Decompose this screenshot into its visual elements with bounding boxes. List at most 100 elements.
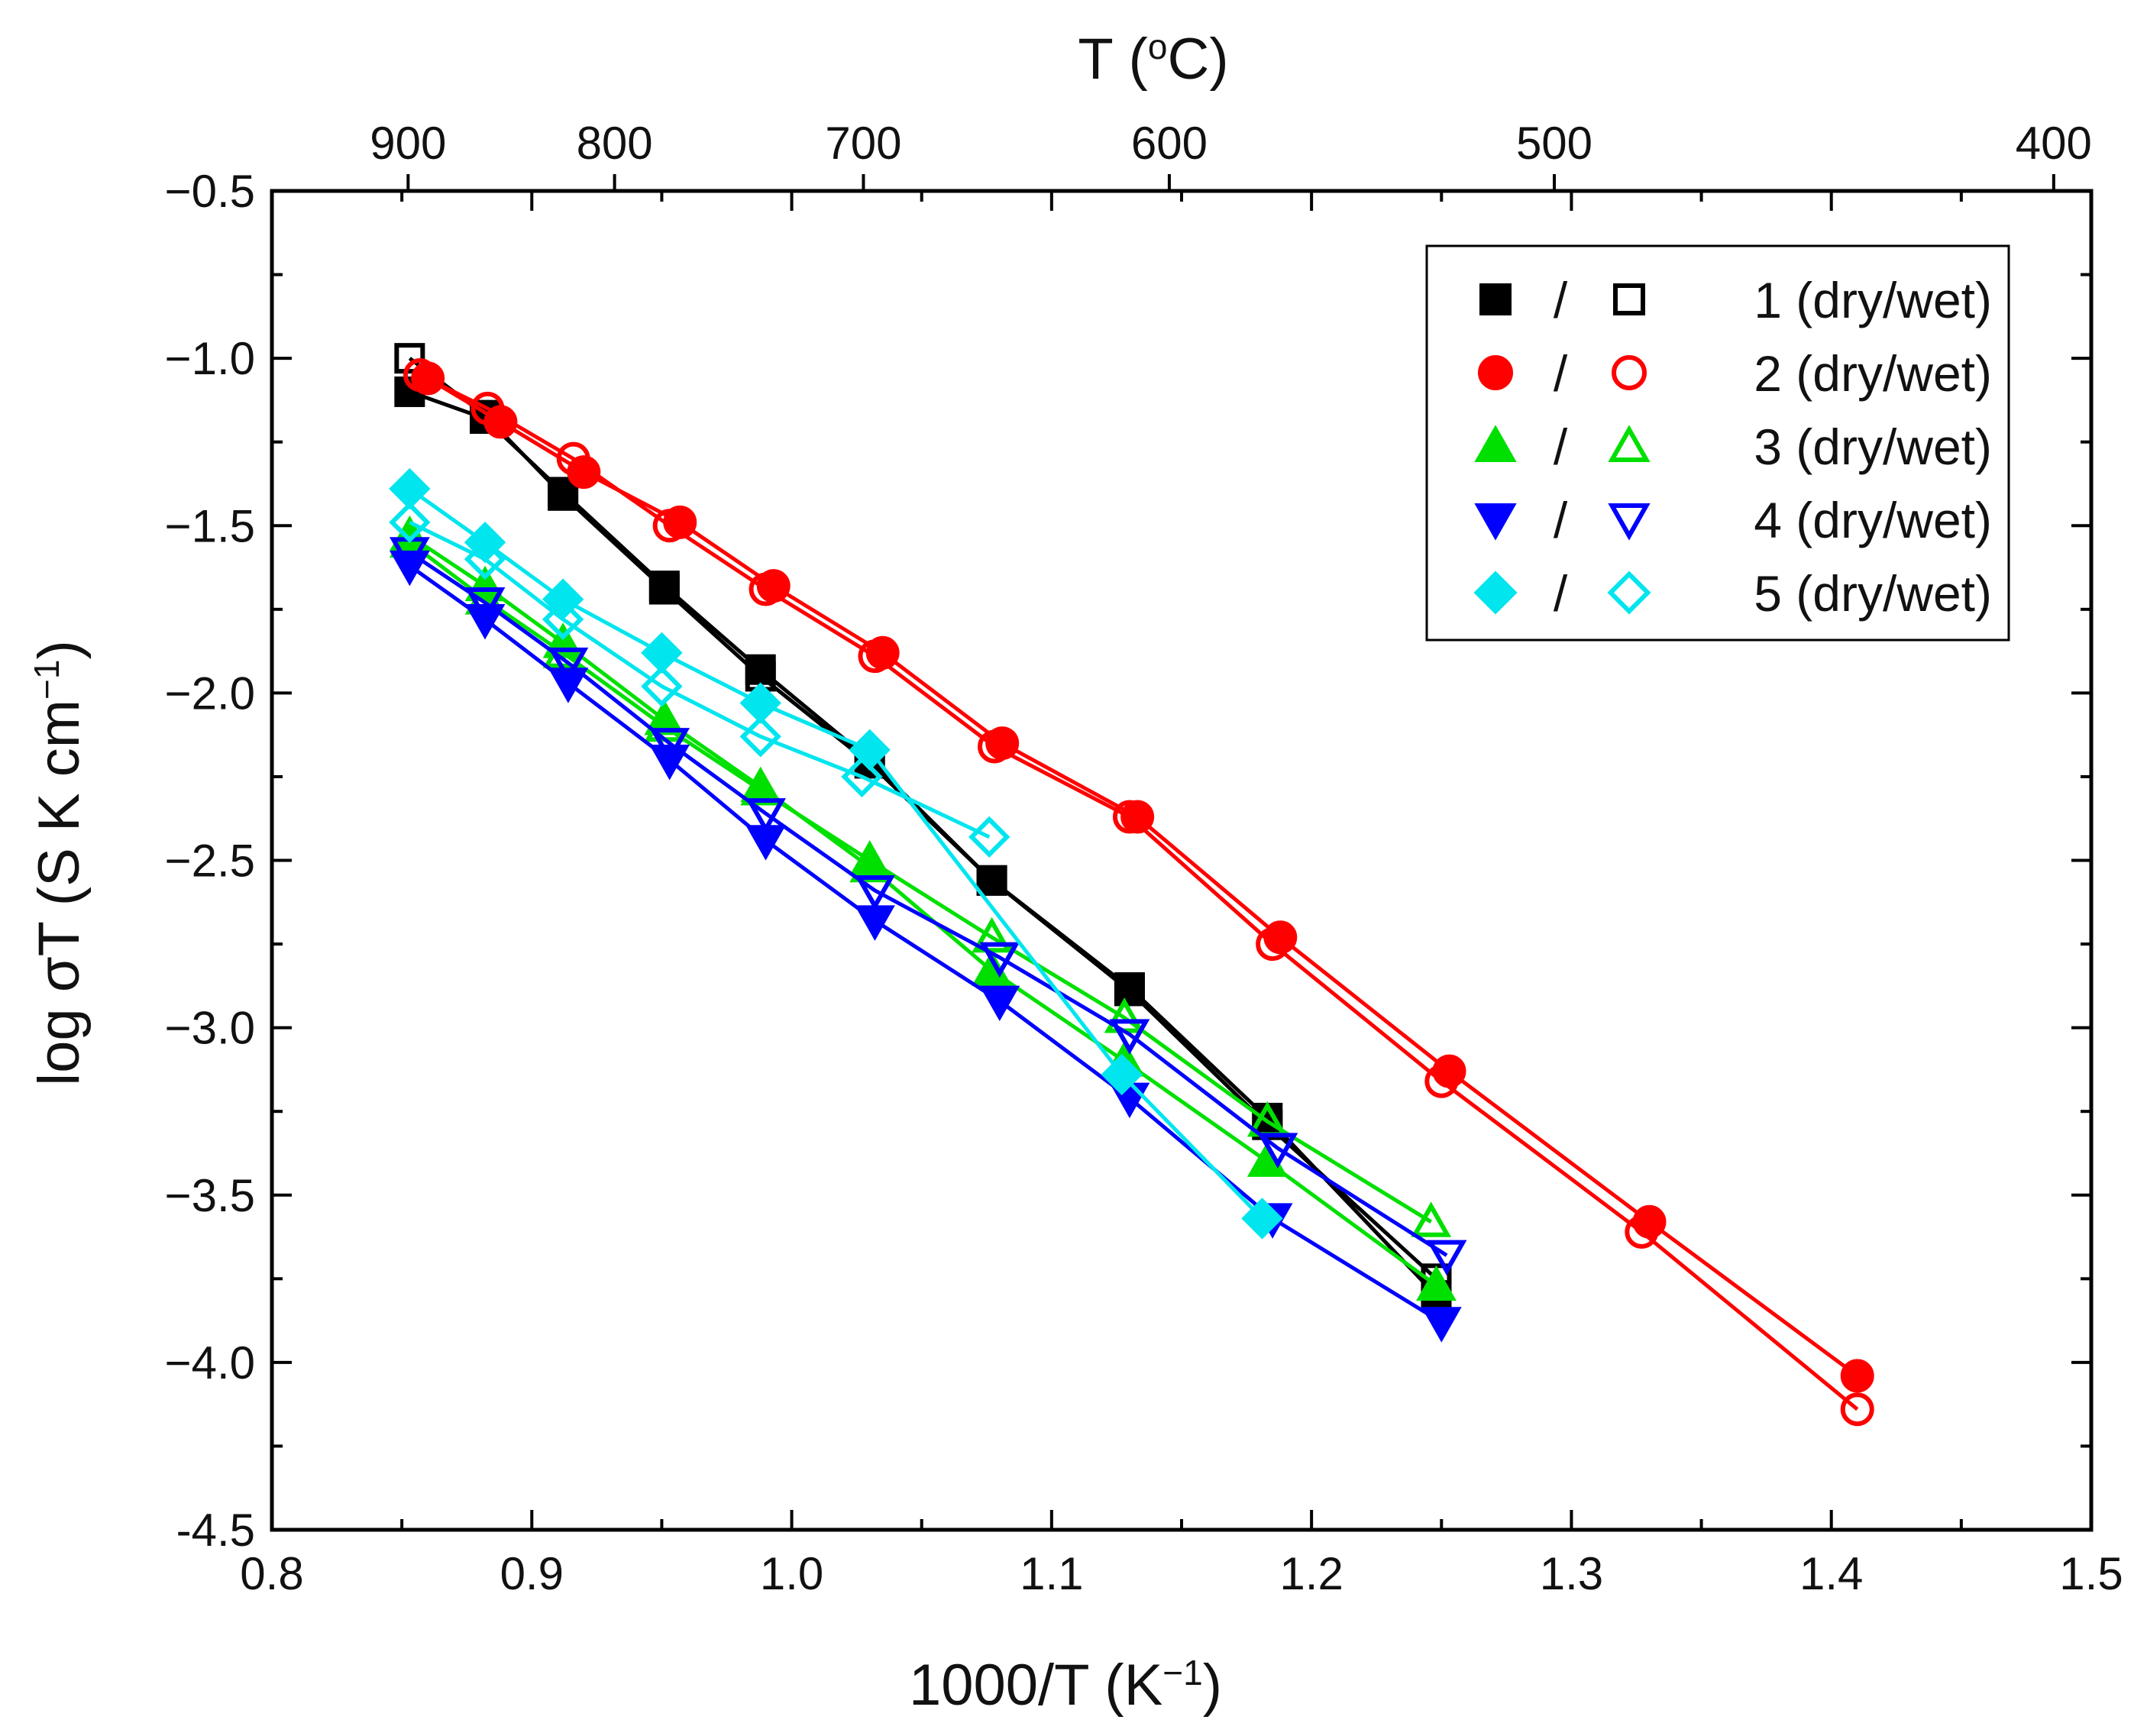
legend-separator: / bbox=[1554, 419, 1568, 475]
legend-item: / 5 (dry/wet) bbox=[1473, 565, 1992, 622]
legend-marker-wet bbox=[1607, 571, 1651, 615]
legend-separator: / bbox=[1554, 272, 1568, 328]
series-4-wet bbox=[389, 537, 1467, 1276]
legend-marker-dry bbox=[1479, 283, 1512, 315]
legend-separator: / bbox=[1554, 565, 1568, 622]
data-point bbox=[855, 874, 895, 911]
series-line bbox=[408, 551, 1448, 1257]
series-line bbox=[408, 357, 1438, 1281]
top-tick-label: 900 bbox=[370, 118, 446, 169]
x-tick-label: 1.5 bbox=[2059, 1548, 2123, 1599]
data-point bbox=[403, 358, 437, 393]
data-point bbox=[1256, 927, 1290, 962]
data-point bbox=[394, 343, 425, 374]
x-axis-title-sup: −1 bbox=[1162, 1653, 1202, 1692]
y-axis-title-main: log σT (S K cm bbox=[27, 700, 92, 1086]
legend-label: 5 (dry/wet) bbox=[1754, 565, 1992, 622]
data-point bbox=[1263, 920, 1298, 955]
data-point bbox=[749, 572, 783, 606]
data-point bbox=[649, 728, 690, 764]
legend-marker-wet bbox=[1613, 283, 1645, 315]
data-point bbox=[1416, 1265, 1457, 1301]
legend-marker-dry bbox=[1474, 425, 1517, 462]
data-point bbox=[1112, 800, 1146, 834]
data-point bbox=[841, 755, 883, 798]
top-tick-label: 400 bbox=[2016, 118, 2092, 169]
legend: / 1 (dry/wet) / 2 (dry/wet) / 3 (dry/wet) / 4 (… bbox=[1425, 244, 2010, 642]
y-tick-label: −4.0 bbox=[165, 1337, 255, 1388]
data-point bbox=[1257, 1133, 1298, 1169]
top-tick-label: 500 bbox=[1516, 118, 1592, 169]
legend-marker-wet bbox=[1608, 425, 1651, 462]
data-point bbox=[1109, 1019, 1150, 1055]
data-point bbox=[739, 716, 781, 758]
top-axis-title-suffix: C) bbox=[1167, 27, 1228, 92]
legend-marker-wet bbox=[1608, 503, 1651, 541]
y-tick-label: −1.0 bbox=[165, 333, 255, 384]
data-point bbox=[849, 840, 891, 876]
legend-marker-dry bbox=[1478, 355, 1513, 390]
y-tick-label: -4.5 bbox=[176, 1505, 255, 1556]
top-tick-label: 800 bbox=[577, 118, 653, 169]
legend-separator: / bbox=[1554, 345, 1568, 402]
data-point bbox=[641, 665, 683, 707]
data-point bbox=[1421, 1307, 1462, 1343]
data-point bbox=[464, 538, 506, 580]
data-point bbox=[968, 816, 1010, 858]
y-tick-label: −1.5 bbox=[165, 500, 255, 551]
x-tick-label: 1.4 bbox=[1799, 1548, 1863, 1599]
legend-label: 4 (dry/wet) bbox=[1754, 492, 1992, 548]
data-point bbox=[1411, 1201, 1452, 1237]
y-tick-label: −2.0 bbox=[165, 668, 255, 719]
data-point bbox=[1426, 1240, 1467, 1276]
legend-marker-wet bbox=[1612, 355, 1647, 390]
y-axis-title-sup: −1 bbox=[27, 660, 66, 700]
y-tick-label: −3.5 bbox=[165, 1170, 255, 1221]
data-point bbox=[976, 865, 1007, 896]
data-point bbox=[648, 574, 680, 605]
data-point bbox=[1424, 1064, 1459, 1098]
data-point bbox=[1241, 1198, 1283, 1240]
legend-item: / 1 (dry/wet) bbox=[1479, 272, 1992, 328]
legend-separator: / bbox=[1554, 492, 1568, 548]
x-tick-label: 1.3 bbox=[1540, 1548, 1603, 1599]
x-axis-title: 1000/T (K−1) bbox=[909, 1653, 1222, 1718]
data-point bbox=[1840, 1359, 1874, 1393]
axes-layer: 0.8 0.9 1.0 1.1 1.2 1.3 1.4 1.5 -4.5 −4.0 −3.5 −3.0… bbox=[165, 118, 2123, 1599]
x-tick-label: 1.2 bbox=[1279, 1548, 1343, 1599]
data-point bbox=[389, 501, 431, 544]
x-tick-label: 0.9 bbox=[500, 1548, 564, 1599]
x-tick-label: 1.1 bbox=[1020, 1548, 1083, 1599]
data-point bbox=[977, 729, 1011, 764]
data-point bbox=[548, 668, 589, 703]
x-tick-label: 1.0 bbox=[760, 1548, 823, 1599]
legend-marker-dry bbox=[1474, 503, 1517, 541]
top-tick-label: 700 bbox=[825, 118, 901, 169]
data-point bbox=[542, 598, 584, 641]
x-axis-title-end: ) bbox=[1203, 1653, 1222, 1718]
data-point bbox=[1101, 1053, 1143, 1096]
data-point bbox=[745, 798, 786, 834]
data-point bbox=[548, 647, 589, 684]
y-axis-title-end: ) bbox=[27, 640, 92, 659]
legend-label: 2 (dry/wet) bbox=[1754, 345, 1992, 402]
data-point bbox=[556, 441, 590, 476]
x-axis-title-main: 1000/T (K bbox=[909, 1653, 1162, 1718]
y-axis-title: log σT (S K cm−1) bbox=[27, 640, 92, 1086]
legend-box bbox=[1425, 244, 2010, 642]
data-point bbox=[1625, 1214, 1659, 1249]
y-tick-label: −0.5 bbox=[165, 166, 255, 217]
data-point bbox=[464, 587, 506, 623]
series-2-wet bbox=[403, 358, 1874, 1427]
legend-marker-dry bbox=[1473, 571, 1518, 615]
y-tick-label: −2.5 bbox=[165, 836, 255, 887]
legend-item: / 3 (dry/wet) bbox=[1474, 419, 1992, 475]
legend-item: / 4 (dry/wet) bbox=[1474, 492, 1992, 548]
top-axis-title-sup: o bbox=[1148, 27, 1168, 66]
y-tick-label: −3.0 bbox=[165, 1003, 255, 1054]
data-point bbox=[1840, 1392, 1874, 1427]
data-point bbox=[548, 480, 579, 511]
top-axis-title-prefix: T ( bbox=[1078, 27, 1147, 92]
series-layer bbox=[389, 343, 1874, 1427]
